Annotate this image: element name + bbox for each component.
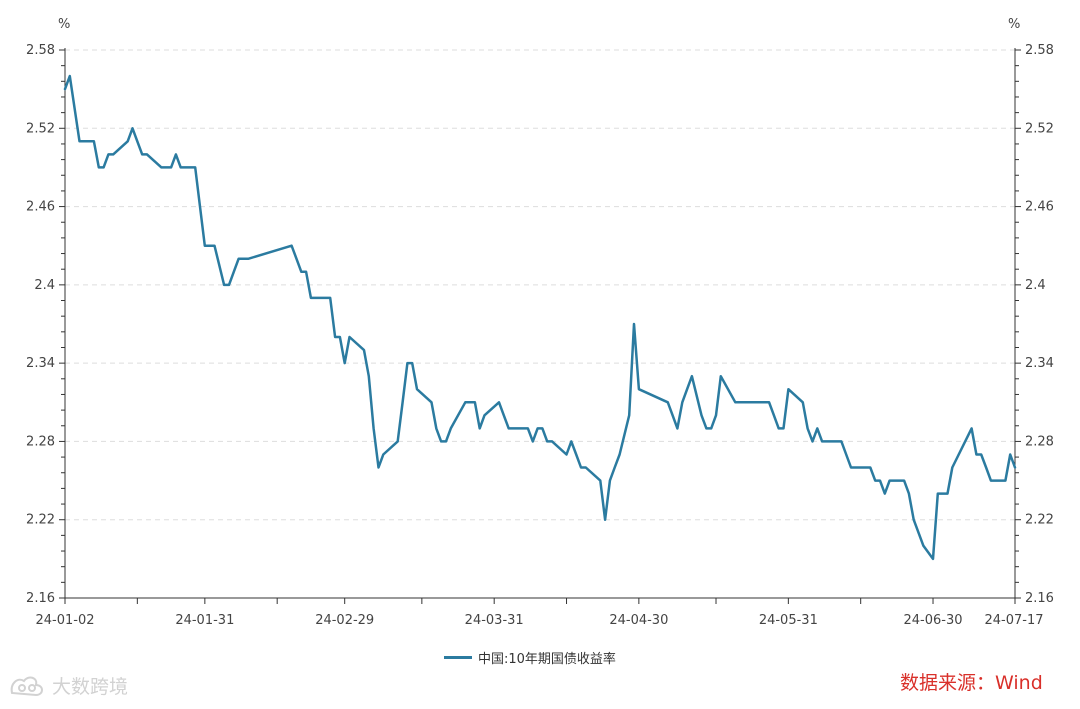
source-note: 数据来源：Wind (900, 672, 1043, 694)
y-tick-label-left: 2.28 (26, 434, 55, 449)
y-tick-label-left: 2.52 (26, 121, 55, 136)
series-line-0 (63, 74, 1017, 561)
y-tick-label-right: 2.46 (1025, 200, 1054, 215)
y-tick-label-right: 2.22 (1025, 513, 1054, 528)
legend-swatch (444, 656, 472, 659)
axes (59, 48, 1021, 604)
y-tick-label-right: 2.28 (1025, 434, 1054, 449)
x-tick-label: 24-02-29 (315, 613, 374, 628)
legend-label: 中国:10年期国债收益率 (478, 652, 616, 667)
y-tick-label-left: 2.58 (26, 43, 55, 58)
x-tick-label: 24-07-17 (984, 613, 1043, 628)
series-layer (63, 74, 1017, 561)
x-tick-label: 24-01-31 (175, 613, 234, 628)
watermark-text: 大数跨境 (52, 676, 129, 698)
gridlines (65, 49, 1015, 521)
y-unit-left: % (58, 17, 70, 32)
y-tick-label-left: 2.16 (26, 591, 55, 606)
x-tick-label: 24-03-31 (465, 613, 524, 628)
x-tick-label: 24-06-30 (904, 613, 963, 628)
y-tick-label-left: 2.46 (26, 200, 55, 215)
y-tick-label-left: 2.4 (34, 278, 55, 293)
y-tick-label-right: 2.52 (1025, 121, 1054, 136)
y-tick-label-left: 2.34 (26, 356, 55, 371)
y-tick-label-right: 2.4 (1025, 278, 1046, 293)
tick-labels: 2.58 2.58 2.52 2.52 2.46 2.46 2.4 2.4 2.34 2.34 2.… (26, 17, 1054, 628)
y-tick-label-left: 2.22 (26, 513, 55, 528)
y-tick-label-right: 2.16 (1025, 591, 1054, 606)
legend: 中国:10年期国债收益率 (444, 648, 616, 667)
x-tick-label: 24-04-30 (609, 613, 668, 628)
y-unit-right: % (1008, 17, 1020, 32)
y-tick-label-right: 2.58 (1025, 43, 1054, 58)
x-tick-label: 24-05-31 (759, 613, 818, 628)
watermark: 大数跨境 (8, 672, 128, 699)
watermark-logo-icon (10, 676, 43, 696)
x-tick-label: 24-01-02 (35, 613, 94, 628)
y-tick-label-right: 2.34 (1025, 356, 1054, 371)
